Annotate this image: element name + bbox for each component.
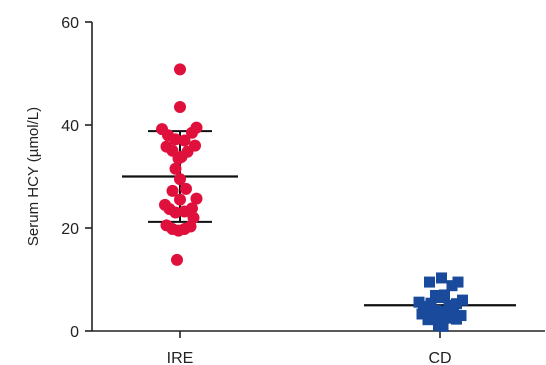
cd-data-point	[445, 312, 456, 324]
data-points	[156, 63, 468, 332]
ire-data-point	[175, 150, 188, 163]
x-ticks: IRE CD	[167, 331, 452, 365]
ire-data-point	[178, 205, 191, 218]
y-axis-title: Serum HCY (µmol/L)	[25, 107, 42, 246]
x-tick-label: CD	[428, 350, 451, 365]
y-tick-label: 0	[70, 324, 79, 341]
axes	[91, 22, 545, 332]
cd-data-point	[457, 294, 468, 306]
y-tick-label: 60	[61, 15, 79, 32]
ire-data-point	[190, 192, 203, 205]
ire-data-point	[169, 133, 182, 146]
ire-data-point	[174, 63, 186, 76]
y-tick-label: 20	[61, 221, 79, 238]
ire-data-point	[171, 253, 183, 266]
ire-data-point	[184, 220, 197, 233]
ire-data-point	[166, 184, 179, 197]
ire-data-point	[174, 100, 186, 113]
ire-data-point	[169, 206, 182, 219]
ire-data-point	[178, 134, 191, 147]
ire-data-point	[174, 193, 186, 206]
cd-data-point	[434, 312, 446, 324]
cd-data-point	[443, 299, 455, 311]
ire-data-point	[174, 173, 186, 186]
x-tick-label: IRE	[167, 350, 194, 365]
cd-data-point	[430, 304, 441, 316]
ire-data-point	[180, 182, 192, 195]
cd-data-point	[451, 313, 462, 325]
y-tick-label: 40	[61, 118, 79, 135]
cd-data-point	[436, 272, 447, 284]
cd-data-point	[428, 312, 440, 324]
cd-data-point	[446, 280, 458, 292]
cd-data-point	[451, 298, 462, 310]
y-ticks: 0 20 40 60	[61, 15, 92, 341]
cd-data-point	[448, 305, 459, 317]
cd-data-point	[452, 276, 464, 288]
cd-data-point	[418, 300, 429, 312]
ire-data-point	[169, 162, 182, 175]
cd-data-point	[437, 320, 449, 332]
cd-data-point	[425, 297, 437, 309]
cd-data-point	[439, 289, 450, 301]
ire-data-point	[186, 126, 198, 139]
cd-data-point	[422, 314, 434, 326]
cd-data-point	[424, 276, 435, 288]
